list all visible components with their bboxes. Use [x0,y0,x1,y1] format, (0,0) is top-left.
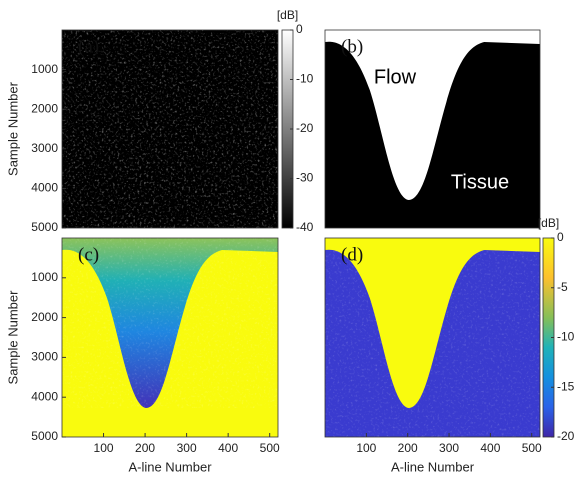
colorbar-tick-label: -10 [296,72,314,86]
y-tick-label: 4000 [31,181,58,195]
y-tick-label: 1000 [31,62,58,76]
panel-label: (b) [341,36,363,57]
colorbar-tick-label: -20 [557,429,575,443]
y-tick-label: 4000 [31,389,58,403]
x-tick-label: 200 [398,441,418,455]
y-axis-label: Sample Number [5,81,20,176]
x-axis-label: A-line Number [391,459,475,474]
annotation: Tissue [451,171,509,193]
y-tick-label: 3000 [31,350,58,364]
colorbar-label: [dB] [277,8,298,22]
panel-label: (d) [341,244,363,265]
colorbar-tick-label: -10 [557,330,575,344]
image-d [325,238,540,437]
y-tick-label: 1000 [31,270,58,284]
image-c [62,238,278,437]
x-tick-label: 100 [94,441,114,455]
x-tick-label: 400 [218,441,238,455]
image-a [62,30,278,228]
x-tick-label: 300 [439,441,459,455]
colorbar-tick-label: -20 [296,121,314,135]
axes-frame [61,237,279,438]
image-b [325,30,540,228]
x-tick-label: 100 [356,441,376,455]
colorbar-tick-label: 0 [557,230,564,244]
colorbar-label: [dB] [538,216,559,230]
colorbar-tick-label: -40 [296,220,314,234]
panel-label: (c) [78,244,99,265]
y-tick-label: 3000 [31,141,58,155]
annotation: Flow [374,66,417,88]
x-axis-label: A-line Number [128,459,212,474]
panel-label: (a) [78,36,99,57]
x-tick-label: 300 [177,441,197,455]
x-tick-label: 500 [260,441,280,455]
colorbar-tick-label: 0 [296,22,303,36]
x-tick-label: 200 [135,441,155,455]
colorbar-tick-label: -5 [557,280,568,294]
axes-frame [324,237,541,438]
y-tick-label: 5000 [31,429,58,443]
axes-frame [61,29,279,229]
y-tick-label: 2000 [31,310,58,324]
colorbar-tick-label: -15 [557,379,575,393]
colorbar-tick-label: -30 [296,171,314,185]
y-tick-label: 2000 [31,101,58,115]
x-tick-label: 400 [480,441,500,455]
axes-frame [324,29,541,229]
x-tick-label: 500 [522,441,542,455]
y-axis-label: Sample Number [5,290,20,385]
y-tick-label: 5000 [31,220,58,234]
